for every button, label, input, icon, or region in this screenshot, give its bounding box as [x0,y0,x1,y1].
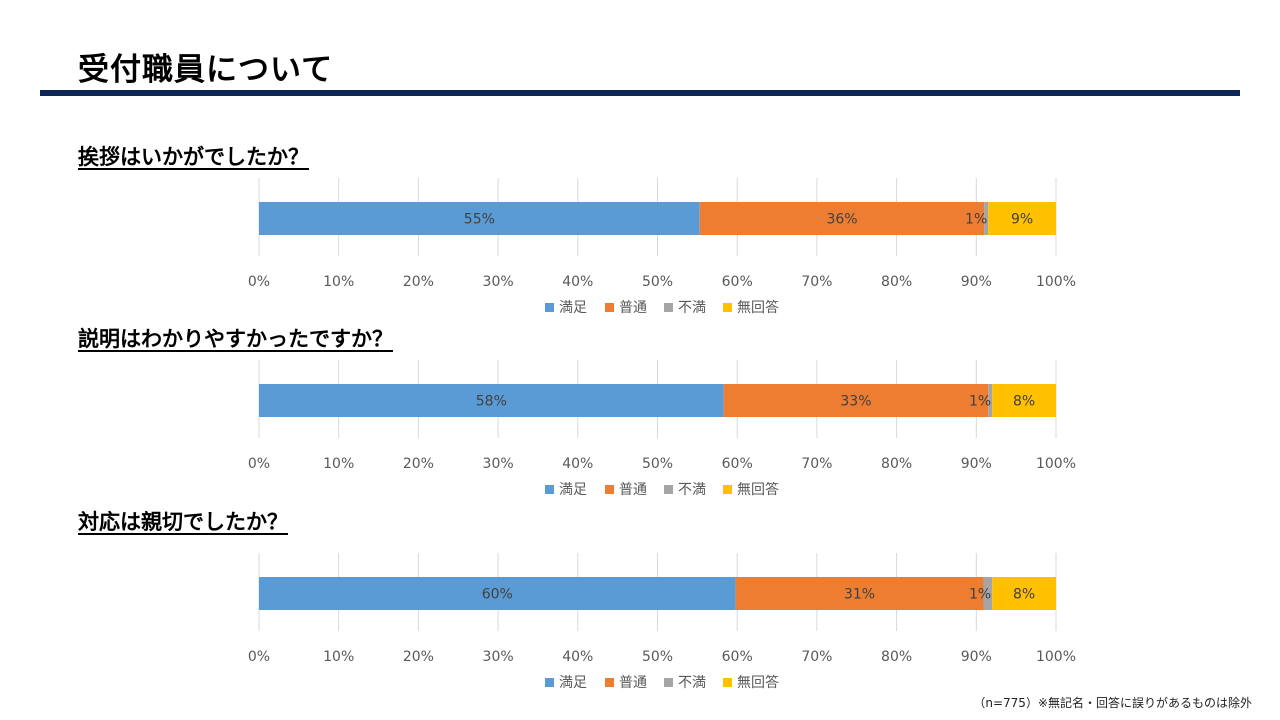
legend-label: 満足 [559,300,587,316]
data-label: 1% [969,394,991,410]
legend-swatch [605,485,614,494]
question-greeting: 挨拶はいかがでしたか？ [78,145,309,169]
legend-label: 不満 [678,300,706,316]
data-label: 36% [826,212,857,228]
legend-swatch [664,303,673,312]
x-tick-label: 100% [1036,649,1076,665]
x-tick-label: 30% [483,649,514,665]
legend-label: 普通 [619,482,647,498]
x-tick-label: 20% [403,274,434,290]
bar-segment-満足 [259,577,736,610]
bar-segment-普通 [699,202,985,235]
x-tick-label: 40% [562,274,593,290]
x-tick-label: 100% [1036,456,1076,472]
chart-explanation: 0% 10% 20% 30% 40% 50% 60% 70% 80% 90% 100% 58% 33% 1… [0,352,1280,522]
legend-swatch [723,678,732,687]
x-tick-label: 60% [722,456,753,472]
x-tick-label: 30% [483,456,514,472]
x-tick-label: 60% [722,274,753,290]
data-label: 33% [840,394,871,410]
data-label: 58% [476,394,507,410]
data-label: 1% [969,587,991,603]
data-label: 1% [965,212,987,228]
legend-label: 不満 [678,675,706,691]
data-label: 31% [844,587,875,603]
x-tick-label: 50% [642,456,673,472]
x-tick-label: 10% [323,649,354,665]
legend-swatch [545,678,554,687]
bar-segment-無回答 [988,202,1056,235]
bar-segment-無回答 [992,384,1056,417]
x-tick-label: 90% [961,456,992,472]
x-tick-label: 90% [961,274,992,290]
x-tick-label: 70% [801,456,832,472]
chart-svg: 0% 10% 20% 30% 40% 50% 60% 70% 80% 90% 100% 58% 33% 1… [248,360,1076,498]
legend-label: 不満 [678,482,706,498]
legend-label: 無回答 [737,299,779,316]
legend-label: 普通 [619,675,647,691]
x-tick-label: 10% [323,274,354,290]
bar-segment-満足 [259,202,700,235]
legend-label: 満足 [559,482,587,498]
bar-segment-普通 [735,577,984,610]
x-tick-label: 50% [642,649,673,665]
x-tick-label: 20% [403,649,434,665]
data-label: 8% [1013,587,1035,603]
chart-svg: 0% 10% 20% 30% 40% 50% 60% 70% 80% 90% 100% 55% 36% 1… [248,178,1076,316]
bar-segment-無回答 [992,577,1056,610]
bar-segment-普通 [723,384,989,417]
question-kindness: 対応は親切でしたか？ [78,510,288,534]
chart-greeting: 0% 10% 20% 30% 40% 50% 60% 70% 80% 90% 100% 55% 36% 1… [0,170,1280,340]
bar-segment-不満 [983,577,993,610]
x-tick-label: 70% [801,649,832,665]
x-tick-label: 50% [642,274,673,290]
chart-kindness: 0% 10% 20% 30% 40% 50% 60% 70% 80% 90% 100% 60% 31% 1… [0,545,1280,715]
x-tick-label: 0% [248,274,270,290]
x-tick-label: 40% [562,456,593,472]
x-tick-label: 40% [562,649,593,665]
legend-swatch [545,303,554,312]
legend-label: 普通 [619,300,647,316]
footnote: （n=775）※無記名・回答に誤りがあるものは除外 [973,696,1252,710]
legend-swatch [664,485,673,494]
question-explanation: 説明はわかりやすかったですか？ [78,327,393,351]
title-rule [40,90,1240,96]
data-label: 55% [464,212,495,228]
data-label: 60% [482,587,513,603]
x-tick-label: 20% [403,456,434,472]
x-tick-label: 0% [248,456,270,472]
legend-label: 無回答 [737,674,779,691]
legend-swatch [723,485,732,494]
x-tick-label: 30% [483,274,514,290]
bar-segment-不満 [988,384,993,417]
x-tick-label: 90% [961,649,992,665]
legend-swatch [605,678,614,687]
x-tick-label: 0% [248,649,270,665]
legend-swatch [605,303,614,312]
x-tick-label: 10% [323,456,354,472]
x-tick-label: 80% [881,274,912,290]
bar-segment-不満 [984,202,989,235]
x-tick-label: 70% [801,274,832,290]
x-tick-label: 80% [881,456,912,472]
legend-swatch [664,678,673,687]
page-title: 受付職員について [78,52,334,88]
data-label: 9% [1011,212,1033,228]
x-tick-label: 100% [1036,274,1076,290]
x-tick-label: 80% [881,649,912,665]
x-tick-label: 60% [722,649,753,665]
chart-svg: 0% 10% 20% 30% 40% 50% 60% 70% 80% 90% 100% 60% 31% 1… [248,553,1076,691]
legend-swatch [723,303,732,312]
legend-swatch [545,485,554,494]
legend-label: 満足 [559,675,587,691]
data-label: 8% [1013,394,1035,410]
legend-label: 無回答 [737,481,779,498]
bar-segment-満足 [259,384,724,417]
